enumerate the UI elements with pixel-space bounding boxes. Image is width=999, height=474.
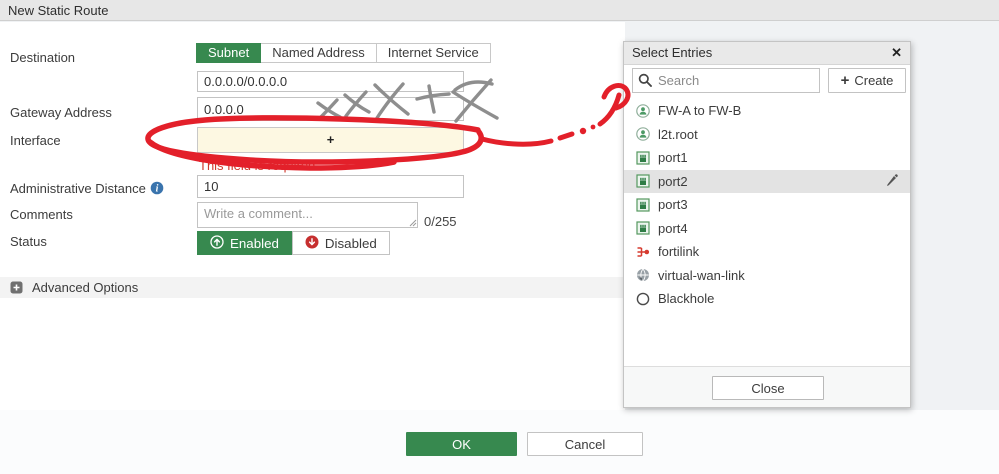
entry-label: port1 xyxy=(658,150,688,166)
advanced-options-expander[interactable]: Advanced Options xyxy=(0,277,625,298)
search-input[interactable] xyxy=(632,68,820,93)
entry-row-l2t.root[interactable]: l2t.root xyxy=(624,123,910,147)
fortilink-icon xyxy=(636,245,650,259)
panel-header: Select Entries ✕ xyxy=(624,42,910,65)
page-title: New Static Route xyxy=(0,0,999,21)
entry-row-fortilink[interactable]: fortilink xyxy=(624,240,910,264)
disabled-arrow-down-icon xyxy=(305,235,319,252)
entry-label: port3 xyxy=(658,197,688,213)
entry-label: l2t.root xyxy=(658,126,698,142)
search-icon xyxy=(638,73,652,87)
port-icon xyxy=(636,174,650,188)
gateway-address-input[interactable] xyxy=(197,97,464,121)
status-disabled-button[interactable]: Disabled xyxy=(291,231,390,255)
expand-plus-icon xyxy=(10,281,23,294)
panel-footer: Close xyxy=(624,366,910,407)
status-label: Status xyxy=(10,234,47,249)
entry-label: FW-A to FW-B xyxy=(658,103,742,119)
tab-named-address[interactable]: Named Address xyxy=(261,43,377,63)
interface-label: Interface xyxy=(10,133,61,148)
blackhole-icon xyxy=(636,292,650,306)
entry-row-port2[interactable]: port2 xyxy=(624,169,910,193)
entry-label: port4 xyxy=(658,220,688,236)
interface-select-field[interactable]: + xyxy=(197,127,464,153)
comments-counter: 0/255 xyxy=(424,214,457,229)
edit-pencil-icon[interactable] xyxy=(885,173,898,190)
status-enabled-button[interactable]: Enabled xyxy=(197,231,292,255)
select-entries-panel: Select Entries ✕ + Create FW-A to FW-B l2… xyxy=(623,41,911,408)
entry-row-Blackhole[interactable]: Blackhole xyxy=(624,287,910,311)
interface-entry-list: FW-A to FW-B l2t.root port1 port2 port3 port4… xyxy=(624,99,910,311)
entry-row-virtual-wan-link[interactable]: virtual-wan-link xyxy=(624,264,910,288)
interface-add-symbol: + xyxy=(326,132,335,147)
tab-internet-service[interactable]: Internet Service xyxy=(376,43,491,63)
entry-label: port2 xyxy=(658,173,688,189)
interface-required-error: This field is required. xyxy=(199,158,319,173)
ok-button[interactable]: OK xyxy=(406,432,517,456)
comments-label: Comments xyxy=(10,207,73,222)
admin-distance-input[interactable] xyxy=(197,175,464,198)
svg-text:i: i xyxy=(155,183,158,194)
info-icon[interactable]: i xyxy=(150,181,164,198)
port-icon xyxy=(636,221,650,235)
admin-distance-label: Administrative Distance i xyxy=(10,179,164,196)
destination-subnet-input[interactable] xyxy=(197,71,464,92)
entry-label: Blackhole xyxy=(658,291,715,307)
entry-label: virtual-wan-link xyxy=(658,267,745,283)
tunnel-icon xyxy=(636,103,650,118)
comments-textarea[interactable] xyxy=(197,202,418,228)
entry-row-port3[interactable]: port3 xyxy=(624,193,910,217)
tab-subnet[interactable]: Subnet xyxy=(196,43,262,63)
plus-icon: + xyxy=(840,72,850,89)
wan-link-icon xyxy=(636,268,650,282)
entry-row-port4[interactable]: port4 xyxy=(624,217,910,241)
tunnel-icon xyxy=(636,127,650,142)
static-route-form: Destination Gateway Address Interface Ad… xyxy=(0,22,625,411)
gateway-label: Gateway Address xyxy=(10,105,112,120)
panel-close-icon[interactable]: ✕ xyxy=(891,45,902,60)
textarea-resize-handle[interactable] xyxy=(409,219,417,227)
destination-type-tabs: Subnet Named Address Internet Service xyxy=(196,43,491,63)
panel-title: Select Entries xyxy=(632,45,713,60)
status-toggle: Enabled Disabled xyxy=(197,231,390,255)
enabled-arrow-up-icon xyxy=(210,234,224,252)
port-icon xyxy=(636,198,650,212)
destination-label: Destination xyxy=(10,50,76,65)
entry-row-FW-A to FW-B[interactable]: FW-A to FW-B xyxy=(624,99,910,123)
entry-label: fortilink xyxy=(658,244,700,260)
entry-row-port1[interactable]: port1 xyxy=(624,146,910,170)
search-field xyxy=(632,68,820,93)
advanced-options-label: Advanced Options xyxy=(32,280,139,295)
cancel-button[interactable]: Cancel xyxy=(527,432,643,456)
close-button[interactable]: Close xyxy=(712,376,824,400)
form-footer: OK Cancel xyxy=(0,410,999,474)
port-icon xyxy=(636,151,650,165)
create-button[interactable]: + Create xyxy=(828,68,906,93)
